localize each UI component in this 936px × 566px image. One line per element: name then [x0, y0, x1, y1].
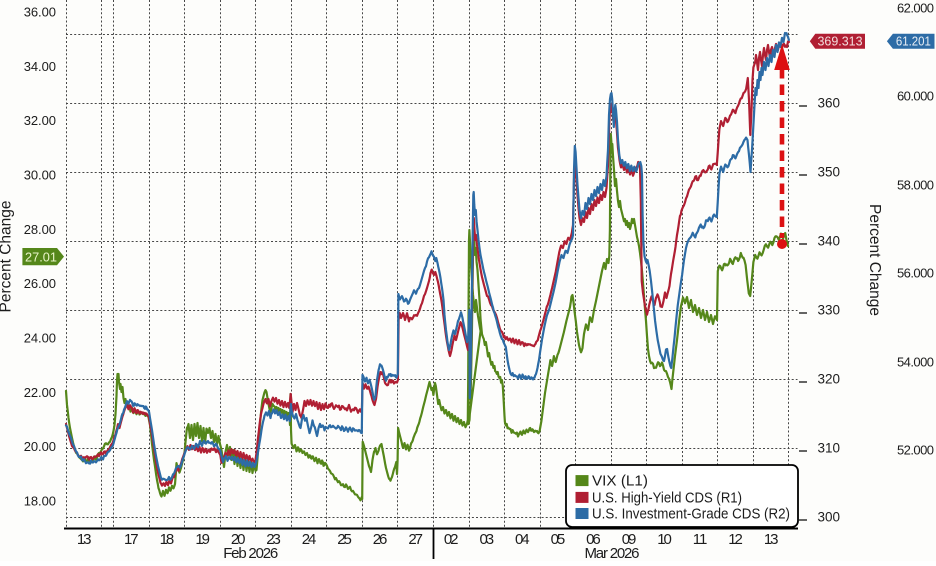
svg-text:30.00: 30.00 — [24, 168, 56, 183]
svg-text:Feb 2026: Feb 2026 — [223, 545, 278, 561]
svg-text:24: 24 — [302, 531, 317, 548]
svg-text:26: 26 — [373, 531, 388, 548]
svg-text:56.000: 56.000 — [897, 266, 934, 281]
svg-text:09: 09 — [622, 531, 637, 548]
svg-text:19: 19 — [195, 531, 210, 548]
svg-text:U.S. Investment-Grade CDS (R2): U.S. Investment-Grade CDS (R2) — [592, 506, 790, 523]
svg-text:02: 02 — [444, 531, 459, 548]
svg-text:05: 05 — [551, 531, 566, 548]
svg-text:310: 310 — [818, 441, 841, 456]
svg-text:Percent Change: Percent Change — [866, 204, 883, 316]
svg-text:52.000: 52.000 — [897, 443, 934, 458]
svg-text:330: 330 — [818, 303, 841, 318]
svg-text:26.00: 26.00 — [24, 276, 56, 291]
svg-text:18: 18 — [160, 531, 175, 548]
svg-text:18.00: 18.00 — [24, 494, 56, 509]
svg-text:VIX (L1): VIX (L1) — [592, 473, 648, 490]
svg-text:62.000: 62.000 — [897, 1, 934, 16]
svg-text:13: 13 — [77, 531, 92, 548]
svg-text:28.00: 28.00 — [24, 222, 56, 237]
svg-text:03: 03 — [480, 531, 495, 548]
svg-text:06: 06 — [586, 531, 601, 548]
svg-text:13: 13 — [764, 531, 779, 548]
svg-text:10: 10 — [657, 531, 672, 548]
svg-text:61.201: 61.201 — [896, 35, 931, 49]
svg-text:27.01: 27.01 — [25, 249, 57, 264]
svg-text:360: 360 — [818, 96, 841, 111]
svg-text:320: 320 — [818, 372, 841, 387]
svg-text:24.00: 24.00 — [24, 331, 56, 346]
svg-text:36.00: 36.00 — [24, 5, 56, 20]
svg-text:350: 350 — [818, 165, 841, 180]
svg-text:20: 20 — [231, 531, 246, 548]
svg-text:22.00: 22.00 — [24, 385, 56, 400]
svg-text:Percent Change: Percent Change — [0, 200, 15, 312]
svg-text:25: 25 — [337, 531, 352, 548]
svg-text:17: 17 — [124, 531, 139, 548]
svg-text:300: 300 — [818, 510, 841, 525]
svg-text:340: 340 — [818, 234, 841, 249]
svg-text:04: 04 — [515, 531, 530, 548]
svg-text:32.00: 32.00 — [24, 113, 56, 128]
svg-text:369.313: 369.313 — [818, 35, 863, 49]
svg-text:58.000: 58.000 — [897, 178, 934, 193]
svg-text:60.000: 60.000 — [897, 89, 934, 104]
svg-text:Mar 2026: Mar 2026 — [585, 545, 640, 561]
svg-text:27: 27 — [408, 531, 423, 548]
svg-text:34.00: 34.00 — [24, 59, 56, 74]
svg-text:12: 12 — [728, 531, 743, 548]
svg-text:54.000: 54.000 — [897, 355, 934, 370]
svg-text:23: 23 — [266, 531, 281, 548]
svg-text:11: 11 — [693, 531, 708, 548]
svg-text:20.00: 20.00 — [24, 439, 56, 454]
svg-text:U.S. High-Yield CDS (R1): U.S. High-Yield CDS (R1) — [592, 489, 742, 506]
